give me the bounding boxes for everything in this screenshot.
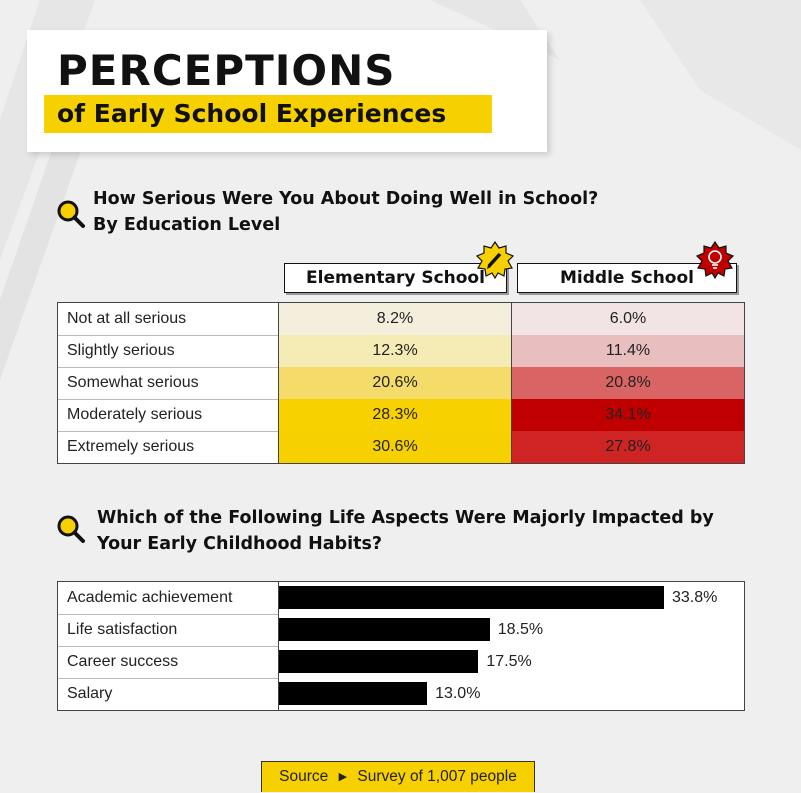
bar-value-label: 13.0%	[435, 685, 481, 702]
elementary-value: 20.6%	[279, 367, 511, 399]
elementary-value: 30.6%	[279, 431, 511, 463]
pencil-icon	[476, 241, 514, 279]
column-header-middle: Middle School	[517, 263, 737, 293]
source-label: Source	[279, 768, 329, 785]
bar-label: Academic achievement	[67, 589, 233, 606]
row-divider	[58, 431, 278, 432]
page-subtitle: of Early School Experiences	[57, 99, 447, 128]
source-text: Survey of 1,007 people	[357, 768, 517, 785]
row-label: Moderately serious	[67, 406, 203, 423]
bar-label: Salary	[67, 685, 113, 702]
row-label: Extremely serious	[67, 438, 195, 455]
source-note: Source ▶ Survey of 1,007 people	[261, 761, 535, 792]
title-card: PERCEPTIONS of Early School Experiences	[27, 30, 547, 152]
question-2-line-2: Your Early Childhood Habits?	[97, 534, 383, 554]
impact-bar-chart: Academic achievement 33.8% Life satisfacti…	[57, 581, 745, 711]
table-row: Slightly serious 12.3% 11.4%	[58, 335, 744, 367]
middle-value: 34.1%	[512, 399, 744, 431]
elementary-value: 12.3%	[279, 335, 511, 367]
lightbulb-icon	[696, 241, 734, 279]
middle-value: 11.4%	[512, 335, 744, 367]
row-divider	[58, 367, 278, 368]
column-divider	[278, 582, 279, 710]
table-row: Extremely serious 30.6% 27.8%	[58, 431, 744, 463]
row-divider	[58, 399, 278, 400]
row-label: Not at all serious	[67, 310, 187, 327]
row-divider	[58, 646, 278, 647]
row-divider	[58, 335, 278, 336]
bar	[279, 618, 490, 641]
question-2-line-1: Which of the Following Life Aspects Were…	[97, 508, 714, 528]
elementary-value: 28.3%	[279, 399, 511, 431]
row-label: Somewhat serious	[67, 374, 199, 391]
bar-label: Life satisfaction	[67, 621, 178, 638]
middle-value: 27.8%	[512, 431, 744, 463]
question-1-title: How Serious Were You About Doing Well in…	[93, 186, 598, 238]
bar-value-label: 18.5%	[497, 621, 544, 638]
bar	[279, 650, 479, 673]
magnifier-icon	[57, 200, 85, 228]
bar-value-label: 33.8%	[672, 589, 718, 606]
row-divider	[58, 678, 278, 679]
table-row: Somewhat serious 20.6% 20.8%	[58, 367, 744, 399]
question-1-line-1: How Serious Were You About Doing Well in…	[93, 189, 599, 209]
middle-value: 20.8%	[512, 367, 744, 399]
bar-label: Career success	[67, 653, 179, 670]
column-divider	[278, 303, 279, 463]
bar-value-label: 17.5%	[486, 653, 532, 670]
question-2-title: Which of the Following Life Aspects Were…	[97, 505, 714, 557]
table-row: Not at all serious 8.2% 6.0%	[58, 303, 744, 335]
row-label: Slightly serious	[67, 342, 175, 359]
bar	[279, 586, 664, 609]
table-row: Moderately serious 28.3% 34.1%	[58, 399, 744, 431]
bar	[279, 682, 428, 705]
page-title: PERCEPTIONS	[57, 46, 396, 95]
row-divider	[58, 614, 278, 615]
caret-right-icon: ▶	[338, 771, 348, 783]
question-1-line-2: By Education Level	[93, 215, 281, 235]
seriousness-table: Not at all serious 8.2% 6.0% Slightly se…	[57, 302, 745, 464]
magnifier-icon	[57, 515, 85, 543]
elementary-value: 8.2%	[279, 303, 511, 335]
subtitle-highlight	[44, 95, 492, 133]
middle-value: 6.0%	[512, 303, 744, 335]
column-header-elementary: Elementary School	[284, 263, 507, 293]
column-divider	[511, 303, 512, 463]
